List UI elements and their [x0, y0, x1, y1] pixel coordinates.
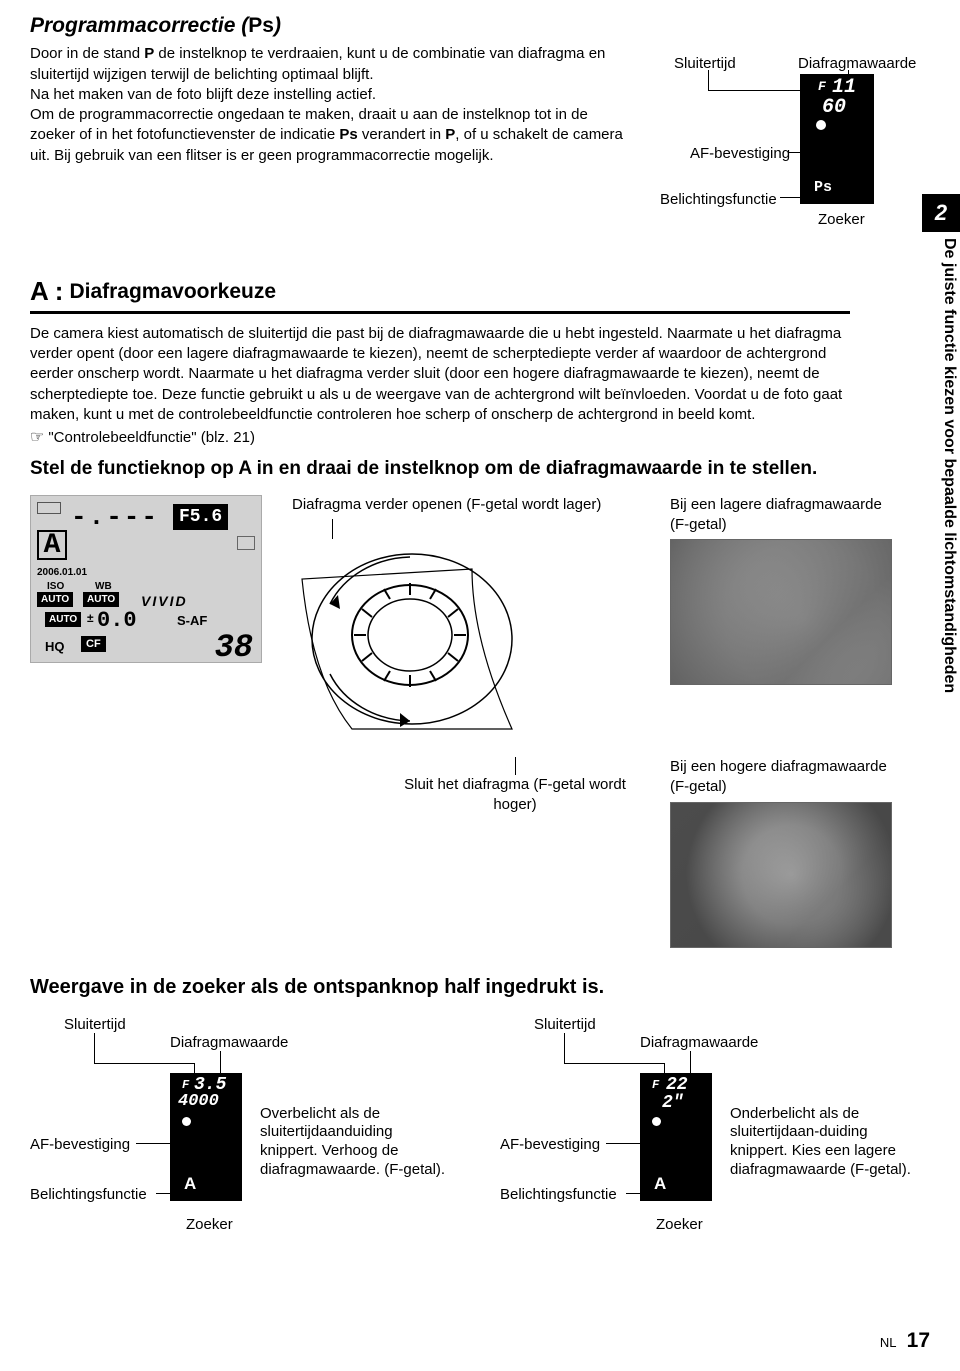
sample-high-aperture: Bij een hogere diafragmawaarde (F-getal) [670, 757, 900, 948]
br-seg-f: F [652, 1077, 659, 1093]
lcd-hq: HQ [45, 638, 65, 656]
br-seg-sh: 2" [662, 1091, 684, 1115]
instr-b: in en draai de instelknop om de diafragm… [251, 458, 817, 479]
title-ps: Ps [248, 14, 274, 37]
sample-low-image [670, 539, 892, 685]
footer-lang: NL [880, 1335, 897, 1350]
vf-seg-f: F [818, 78, 826, 96]
intro-text: Door in de stand P de instelknop te verd… [30, 44, 632, 244]
chapter-title-side: De juiste functie kiezen voor bepaalde l… [922, 232, 960, 992]
instr-a: Stel de functieknop op [30, 458, 238, 479]
viewfinder-box: F 11 60 Ps [800, 74, 874, 204]
page-footer: NL 17 [880, 1327, 930, 1355]
instr-sym: A [238, 458, 251, 479]
br-vf-box: F 22 2" A [640, 1073, 712, 1201]
section-heading: A : Diafragmavoorkeuze [30, 274, 930, 309]
hand-icon: ☞ [30, 429, 44, 446]
section-colon: : [55, 274, 64, 309]
lcd-cf: CF [81, 636, 106, 653]
body-ref: "Controlebeeldfunctie" (blz. 21) [48, 429, 255, 446]
bl-af-dot-icon [182, 1117, 191, 1126]
bottom-diagram-right: Sluitertijd Diafragmawaarde AF-bevestigi… [500, 1015, 930, 1245]
footer-page: 17 [907, 1329, 930, 1352]
lcd-frames: 38 [215, 626, 253, 669]
sample-high-caption: Bij een hogere diafragmawaarde (F-getal) [670, 757, 900, 798]
section-rule [30, 311, 850, 314]
sample-high-image [670, 802, 892, 948]
vf-label-af: AF-bevestiging [690, 144, 790, 164]
dial-diagram: Diafragma verder openen (F-getal wordt l… [292, 495, 640, 746]
bl-seg-sh: 4000 [178, 1091, 219, 1114]
vf-seg-sh: 60 [822, 94, 846, 121]
vf-label-finder: Zoeker [818, 210, 865, 230]
vf-label-aperture: Diafragmawaarde [798, 54, 916, 74]
sample-low-aperture: Bij een lagere diafragmawaarde (F-getal) [670, 495, 900, 746]
section-body: De camera kiest automatisch de sluiterti… [30, 324, 850, 449]
instruction-bold: Stel de functieknop op A in en draai de … [30, 457, 850, 481]
bl-mode: Belichtingsfunctie [30, 1185, 147, 1205]
lcd-fvalue: F5.6 [173, 504, 228, 530]
bl-aperture: Diafragmawaarde [170, 1033, 288, 1053]
intro-p3b: verandert in [358, 126, 446, 143]
bl-finder: Zoeker [186, 1215, 233, 1235]
br-mode: Belichtingsfunctie [500, 1185, 617, 1205]
bottom-heading: Weergave in de zoeker als de ontspanknop… [30, 974, 930, 1001]
br-aperture: Diafragmawaarde [640, 1033, 758, 1053]
section-title: Diafragmavoorkeuze [69, 278, 276, 306]
vf-label-mode: Belichtingsfunctie [660, 190, 777, 210]
body-p1: De camera kiest automatisch de sluiterti… [30, 324, 850, 425]
dial-caption-close-block: Sluit het diafragma (F-getal wordt hoger… [400, 757, 630, 948]
br-af-dot-icon [652, 1117, 661, 1126]
br-af: AF-bevestiging [500, 1135, 600, 1155]
br-mode-A: A [654, 1173, 666, 1196]
lcd-ev: 0.0 [97, 606, 137, 636]
lcd-vivid: VIVID [141, 592, 188, 611]
dial-svg [292, 539, 522, 739]
intro-p1p: P [144, 45, 154, 62]
intro-p1a: Door in de stand [30, 45, 144, 62]
bl-vf-box: F 3.5 4000 A [170, 1073, 242, 1201]
vf-label-shutter: Sluitertijd [674, 54, 736, 74]
dial-caption-close: Sluit het diafragma (F-getal wordt hoger… [400, 775, 630, 816]
lcd-dashes: -.--- [71, 500, 159, 535]
chapter-number-tab: 2 [922, 194, 960, 232]
br-text: Onderbelicht als de sluitertijdaan-duidi… [730, 1105, 920, 1180]
lcd-badge-icon [237, 536, 255, 550]
lcd-auto1: AUTO [37, 592, 73, 608]
title-main: Programmacorrectie ( [30, 14, 248, 37]
intro-p3ps: Ps [339, 126, 357, 143]
intro-p3p: P [445, 126, 455, 143]
page-title: Programmacorrectie (Ps) [30, 12, 930, 40]
vf-seg-mode: Ps [814, 178, 832, 198]
title-close: ) [274, 14, 281, 37]
lcd-saf: S-AF [177, 612, 207, 630]
dial-caption-open: Diafragma verder openen (F-getal wordt l… [292, 495, 640, 515]
section-sym: A [30, 274, 49, 309]
lcd-date: 2006.01.01 [37, 566, 87, 580]
af-dot-icon [816, 120, 826, 130]
lcd-pm: ± [87, 610, 94, 626]
lcd-panel: -.--- F5.6 A 2006.01.01 ISO WB AUTO AUTO… [30, 495, 262, 663]
bl-text: Overbelicht als de sluitertijdaanduiding… [260, 1105, 450, 1180]
bl-af: AF-bevestiging [30, 1135, 130, 1155]
viewfinder-diagram-top: Sluitertijd Diafragmawaarde AF-bevestigi… [650, 44, 930, 244]
sample-low-caption: Bij een lagere diafragmawaarde (F-getal) [670, 495, 900, 536]
br-finder: Zoeker [656, 1215, 703, 1235]
bottom-diagram-left: Sluitertijd Diafragmawaarde AF-bevestigi… [30, 1015, 460, 1245]
lcd-auto3: AUTO [45, 612, 81, 628]
intro-p2: Na het maken van de foto blijft deze ins… [30, 85, 632, 105]
bl-mode-A: A [184, 1173, 196, 1196]
lcd-mode: A [37, 530, 67, 560]
